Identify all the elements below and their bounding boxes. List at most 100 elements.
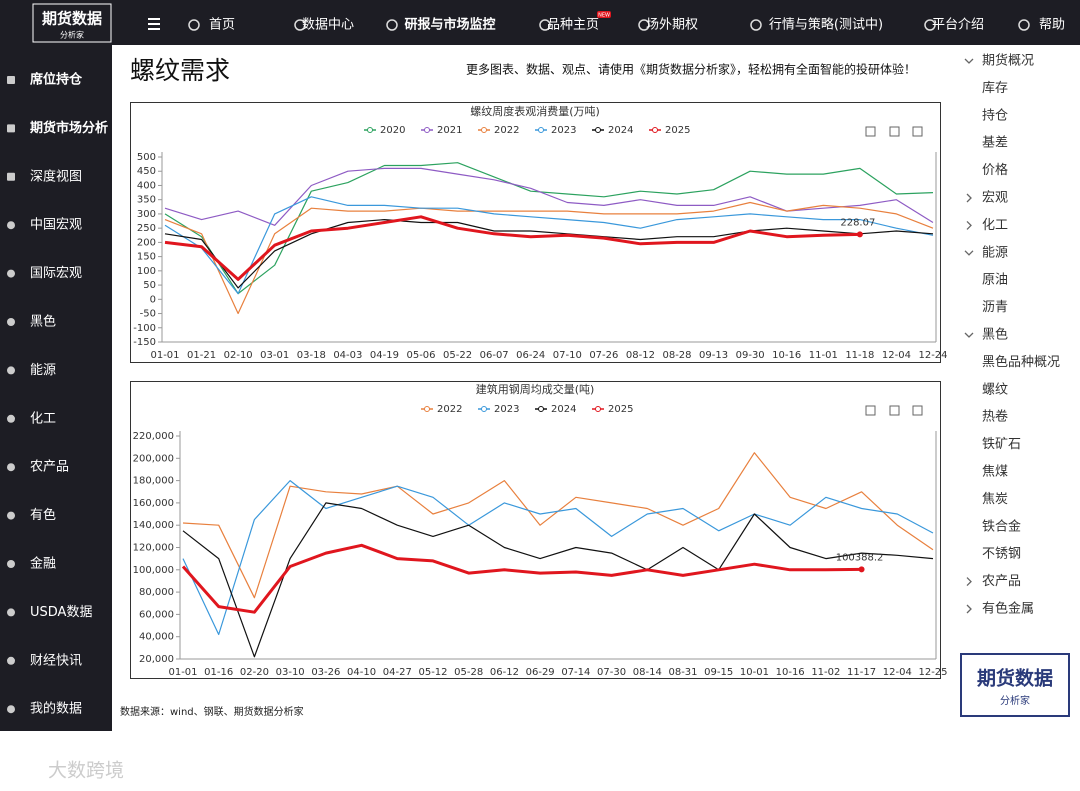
toolbar-icon[interactable]: [889, 126, 900, 137]
y-tick-label: 40,000: [139, 632, 174, 643]
y-tick-label: 60,000: [139, 609, 174, 620]
menu-group[interactable]: 黑色: [982, 327, 1008, 343]
legend-label: 2025: [665, 125, 690, 136]
sidebar-item[interactable]: 能源: [30, 363, 56, 378]
nav-item[interactable]: 数据中心: [302, 18, 354, 33]
x-tick-label: 09-13: [699, 350, 728, 361]
sidebar-icon: [7, 318, 15, 326]
x-tick-label: 08-14: [633, 667, 662, 678]
annotation: 100388.2: [836, 552, 884, 563]
sidebar-item[interactable]: 期货市场分析: [30, 120, 108, 136]
menu-group[interactable]: 期货概况: [982, 53, 1034, 69]
sidebar-item[interactable]: 农产品: [30, 460, 69, 475]
x-tick-label: 05-12: [418, 667, 447, 678]
menu-item[interactable]: 焦炭: [982, 492, 1008, 507]
sidebar-item[interactable]: 中国宏观: [30, 218, 82, 233]
menu-group[interactable]: 有色金属: [982, 601, 1034, 617]
chart-frame: [130, 381, 941, 679]
toolbar-icon[interactable]: [865, 126, 876, 137]
menu-group[interactable]: 农产品: [982, 574, 1021, 589]
series-line: [164, 196, 934, 295]
watermark: 大数跨境: [48, 760, 124, 782]
toolbar-icon[interactable]: [912, 126, 923, 137]
menu-arrow: [966, 193, 972, 203]
sidebar-icon: [7, 511, 15, 520]
page-title: 螺纹需求: [130, 56, 230, 85]
y-tick-label: 20,000: [139, 654, 174, 665]
sidebar-icon: [7, 656, 15, 665]
x-tick-label: 09-15: [704, 667, 733, 678]
series-line: [164, 215, 860, 281]
menu-item[interactable]: 价格: [982, 162, 1008, 178]
menu-item[interactable]: 铁合金: [982, 518, 1021, 534]
sidebar-item[interactable]: 我的数据: [30, 701, 82, 717]
sidebar-item[interactable]: 深度视图: [30, 168, 82, 184]
nav-badge-bg: [597, 11, 611, 18]
menu-group[interactable]: 能源: [982, 245, 1008, 260]
sidebar-item[interactable]: 席位持仓: [30, 72, 83, 88]
x-tick-label: 11-01: [809, 350, 838, 361]
legend-dot: [367, 127, 373, 133]
x-tick-label: 07-10: [553, 350, 582, 361]
menu-item[interactable]: 持仓: [982, 108, 1008, 123]
nav-item[interactable]: 场外期权: [646, 17, 698, 33]
end-point: [858, 566, 865, 573]
x-tick-label: 07-14: [561, 667, 590, 678]
sidebar-item[interactable]: 有色: [30, 507, 56, 523]
sidebar-item[interactable]: 金融: [30, 556, 56, 572]
y-tick-label: 50: [143, 280, 156, 291]
x-tick-label: 12-25: [918, 667, 947, 678]
x-tick-label: 03-01: [260, 350, 289, 361]
legend-label: 2022: [494, 125, 519, 136]
menu-item[interactable]: 螺纹: [982, 382, 1008, 397]
nav-icon: [1018, 19, 1030, 31]
y-tick-label: 180,000: [133, 476, 174, 487]
sidebar-item[interactable]: 国际宏观: [30, 266, 82, 281]
legend-dot: [595, 406, 601, 412]
toolbar-icon[interactable]: [889, 405, 900, 416]
menu-item[interactable]: 基差: [982, 136, 1008, 151]
menu-item[interactable]: 铁矿石: [982, 437, 1021, 452]
toolbar-icon[interactable]: [912, 405, 923, 416]
x-tick-label: 03-26: [311, 667, 340, 678]
menu-icon[interactable]: [148, 18, 160, 30]
x-tick-label: 05-22: [443, 350, 472, 361]
menu-item[interactable]: 沥青: [982, 300, 1008, 315]
menu-item[interactable]: 黑色品种概况: [982, 354, 1060, 370]
menu-item[interactable]: 焦煤: [982, 465, 1008, 480]
menu-arrow: [964, 58, 974, 64]
nav-item[interactable]: 行情与策略(测试中): [769, 17, 883, 33]
sidebar-item[interactable]: 化工: [30, 411, 56, 426]
menu-item[interactable]: 库存: [982, 80, 1008, 96]
y-tick-label: -100: [133, 323, 156, 334]
y-tick-label: 150: [137, 252, 156, 263]
sidebar-item[interactable]: 财经快讯: [30, 653, 82, 668]
x-tick-label: 11-02: [811, 667, 840, 678]
nav-item[interactable]: 首页: [209, 18, 235, 33]
y-tick-label: 500: [137, 152, 156, 163]
nav-item[interactable]: 平台介绍: [932, 18, 984, 33]
sidebar-item[interactable]: 黑色: [30, 314, 56, 330]
toolbar-icon[interactable]: [865, 405, 876, 416]
nav-item[interactable]: 品种主页: [547, 18, 599, 33]
legend-dot: [424, 127, 430, 133]
sidebar-icon: [7, 76, 15, 84]
nav-item[interactable]: 帮助: [1039, 18, 1065, 33]
menu-item[interactable]: 不锈钢: [982, 547, 1021, 562]
x-tick-label: 01-21: [187, 350, 216, 361]
legend-dot: [595, 127, 601, 133]
nav-item[interactable]: 研报与市场监控: [404, 17, 495, 33]
nav-icon: [188, 19, 200, 31]
x-tick-label: 12-24: [918, 350, 947, 361]
menu-item[interactable]: 原油: [982, 273, 1008, 288]
x-tick-label: 03-18: [297, 350, 326, 361]
menu-item[interactable]: 热卷: [982, 409, 1008, 425]
y-tick-label: -50: [140, 309, 156, 320]
sidebar-item[interactable]: USDA数据: [30, 605, 92, 620]
x-tick-label: 01-16: [204, 667, 233, 678]
end-point: [856, 231, 863, 238]
sidebar-icon: [7, 705, 15, 714]
x-tick-label: 09-30: [736, 350, 765, 361]
menu-group[interactable]: 宏观: [982, 191, 1008, 206]
menu-group[interactable]: 化工: [982, 218, 1008, 233]
